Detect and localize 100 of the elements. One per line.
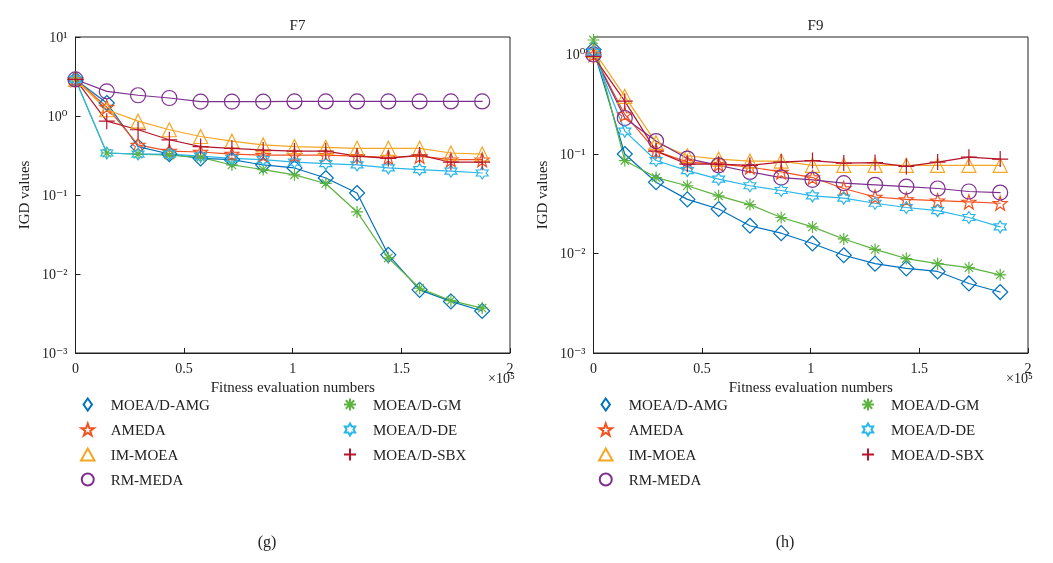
point [804, 235, 821, 252]
point [350, 158, 364, 172]
legend-label: IM-MOEA [628, 446, 697, 463]
point [742, 153, 758, 169]
point [256, 162, 270, 177]
point [866, 255, 884, 272]
point [898, 260, 915, 277]
point [837, 191, 851, 205]
point [349, 140, 365, 156]
legend-label: AMEDA [628, 421, 684, 438]
point [318, 139, 334, 156]
point [929, 180, 946, 197]
point [192, 93, 209, 110]
x-tick-label: 1.5 [910, 360, 929, 376]
legend-label: MOEA/D-AMG [628, 396, 729, 413]
legend-label: RM-MEDA [110, 471, 184, 488]
point [474, 146, 490, 162]
point [773, 225, 790, 242]
point [993, 268, 1007, 282]
point [836, 180, 852, 197]
point [992, 283, 1009, 301]
legend-label: RM-MEDA [628, 471, 702, 488]
point [287, 168, 302, 182]
y-tick-label: 10⁻¹ [559, 146, 586, 162]
point [586, 33, 601, 47]
point [741, 163, 759, 181]
point [381, 251, 395, 265]
point [161, 89, 178, 107]
y-tick-label: 10⁻¹ [41, 187, 68, 203]
point [318, 147, 334, 163]
point [350, 205, 364, 219]
x-axis-title: Fitness evaluation numbers [728, 379, 893, 396]
point [255, 137, 271, 153]
point [618, 124, 632, 138]
point [835, 247, 852, 264]
point [193, 128, 209, 145]
point [680, 179, 694, 193]
point [160, 131, 178, 149]
point [929, 263, 946, 280]
legend-label: MOEA/D-DE [891, 421, 976, 438]
point [319, 156, 333, 171]
point [931, 257, 945, 271]
x-tick-label: 0.5 [693, 360, 711, 376]
point [710, 200, 727, 218]
point [317, 93, 334, 110]
y-tick-label: 10⁻³ [559, 345, 586, 361]
legend-label: MOEA/D-AMG [110, 396, 211, 413]
point [868, 242, 882, 256]
x-tick-label: 1.5 [392, 360, 411, 376]
point [805, 189, 820, 203]
point [129, 87, 147, 104]
point [223, 139, 241, 157]
point [992, 195, 1008, 211]
legend-label: MOEA/D-GM [891, 396, 980, 413]
point [961, 194, 977, 210]
point [380, 93, 397, 110]
x-tick-label: 1 [807, 360, 815, 376]
point [130, 113, 146, 129]
point [773, 169, 790, 186]
point [317, 142, 335, 160]
point [287, 155, 302, 169]
point [899, 251, 913, 266]
point [475, 166, 489, 180]
point [285, 142, 304, 160]
point [192, 137, 210, 156]
point [254, 141, 272, 159]
y-axis-title: IGD values [15, 160, 32, 230]
point [255, 147, 271, 163]
point [286, 138, 303, 155]
x-tick-label: 1 [289, 360, 297, 376]
point [617, 106, 633, 123]
x-axis-title: Fitness evaluation numbers [210, 379, 375, 396]
y-tick-label: 10⁻³ [41, 345, 68, 361]
text: (g) [257, 532, 277, 551]
point [161, 122, 177, 138]
point [380, 140, 396, 156]
legend-label: MOEA/D-SBX [891, 446, 985, 463]
point [773, 164, 789, 180]
point [443, 145, 459, 161]
legend-label: AMEDA [110, 421, 166, 438]
y-axis-title: IGD values [533, 160, 550, 230]
point [649, 170, 663, 185]
point [711, 151, 727, 167]
point [868, 196, 882, 210]
point [931, 203, 945, 218]
point [129, 121, 147, 139]
point [348, 184, 366, 202]
point [993, 220, 1007, 234]
point [442, 93, 460, 110]
point [712, 172, 726, 186]
point [286, 147, 303, 163]
point [444, 164, 458, 178]
point [319, 176, 333, 191]
point [866, 176, 884, 193]
point [962, 210, 976, 225]
point [960, 275, 978, 292]
point [618, 153, 632, 168]
point [411, 93, 428, 110]
point [930, 193, 946, 209]
point [475, 301, 489, 315]
